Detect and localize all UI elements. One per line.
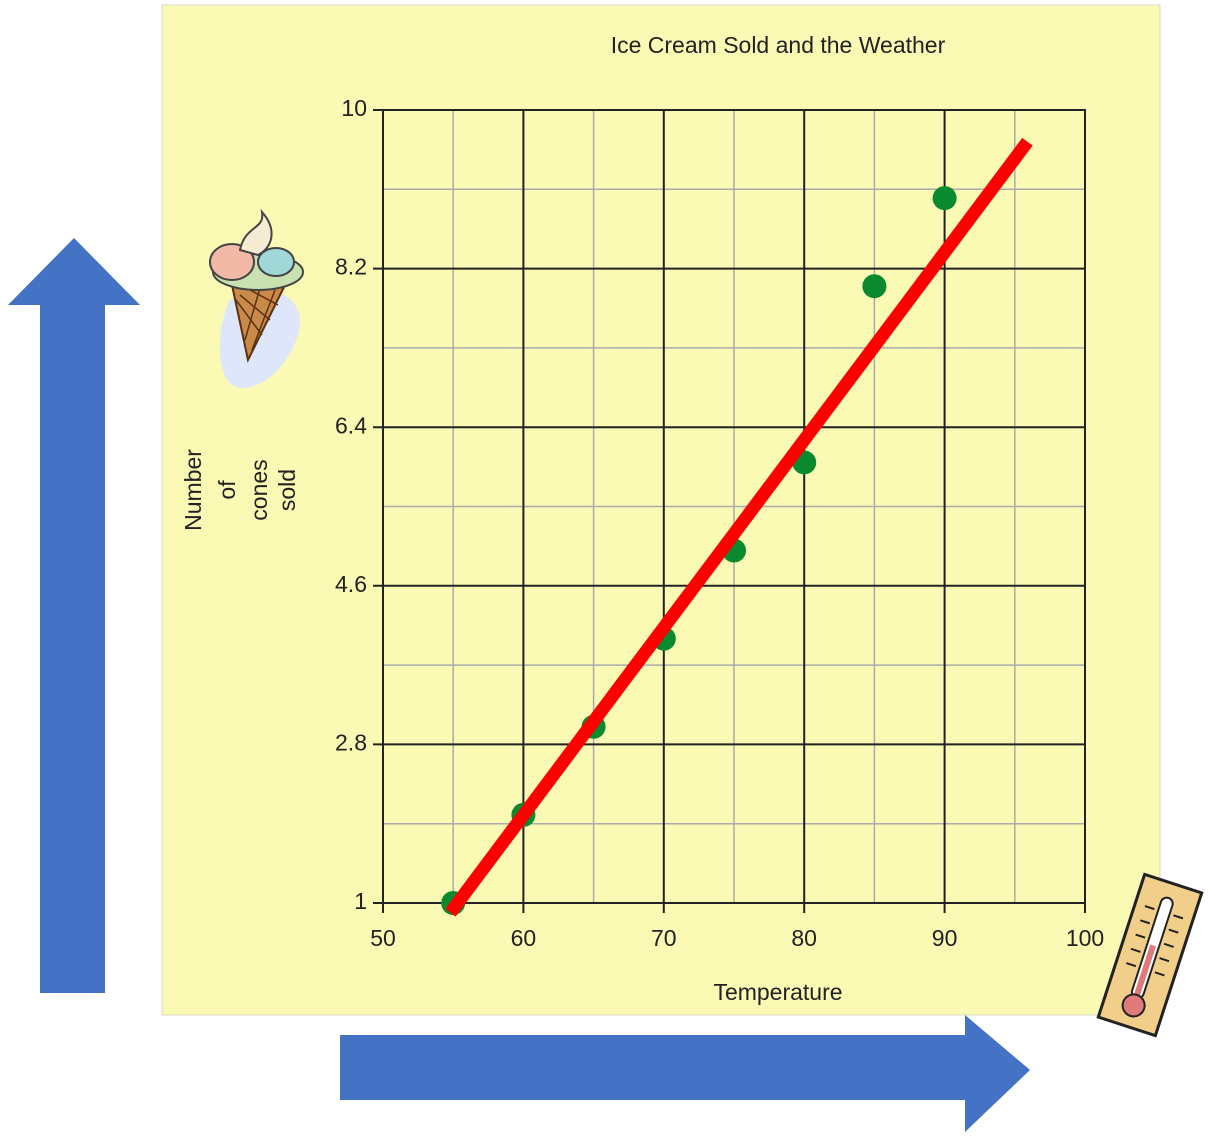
y-tick-label: 8.2: [335, 254, 367, 280]
y-tick-label: 4.6: [335, 571, 367, 597]
thermometer-icon: [1096, 872, 1204, 1038]
y-tick-label: 10: [341, 95, 367, 121]
x-tick-label: 50: [370, 925, 396, 951]
ice-cream-icon: [209, 208, 304, 389]
x-tick-label: 80: [791, 925, 817, 951]
x-axis-label: Temperature: [713, 979, 842, 1005]
point: [862, 274, 887, 299]
y-axis-label: cones: [246, 459, 272, 520]
x-tick-label: 90: [932, 925, 958, 951]
chart-title: Ice Cream Sold and the Weather: [611, 32, 946, 58]
up-arrow: [8, 238, 140, 993]
x-tick-label: 100: [1066, 925, 1104, 951]
point: [932, 186, 957, 211]
y-axis-label: Number: [180, 449, 206, 531]
trend-line: [445, 137, 1033, 917]
right-arrow: [340, 1015, 1030, 1132]
panel: [161, 4, 1161, 1016]
y-tick-label: 6.4: [335, 412, 367, 438]
plot-area: 50 60 70 80 90 100 1 2.8 4.6 6.4 8.2 10: [335, 95, 1104, 951]
y-axis-label: of: [214, 480, 240, 500]
plot-border: [382, 109, 1086, 904]
y-tick-label: 1: [354, 888, 367, 914]
x-tick-label: 70: [651, 925, 677, 951]
x-tick-label: 60: [511, 925, 537, 951]
y-axis-label: sold: [274, 469, 300, 511]
y-tick-label: 2.8: [335, 729, 367, 755]
